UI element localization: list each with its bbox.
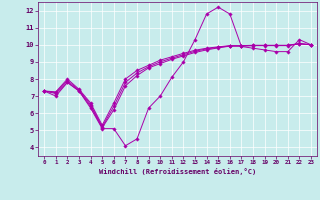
X-axis label: Windchill (Refroidissement éolien,°C): Windchill (Refroidissement éolien,°C) — [99, 168, 256, 175]
